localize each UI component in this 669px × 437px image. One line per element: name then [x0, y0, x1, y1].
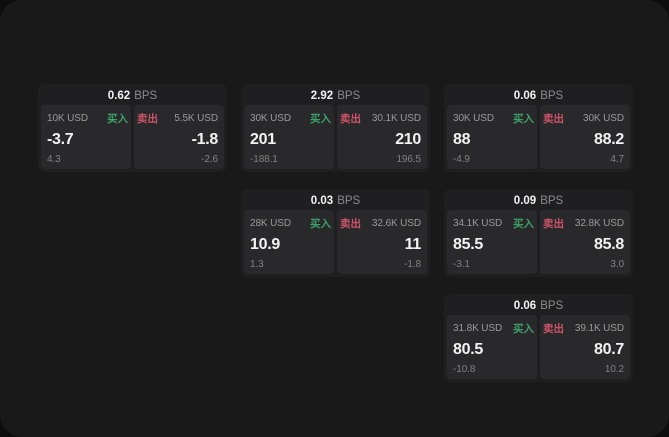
sell-price: 88.2 — [594, 131, 624, 148]
card-header: 0.09 BPS — [447, 192, 630, 210]
card-header: 2.92 BPS — [244, 87, 427, 105]
buy-label: 买入 — [513, 218, 534, 230]
quote-card: 0.06 BPS 30K USD 买入 88 -4.9 卖出 30K USD 8… — [444, 84, 633, 172]
buy-price: -3.7 — [47, 131, 74, 148]
sell-label: 卖出 — [543, 323, 564, 335]
sell-label: 卖出 — [340, 113, 361, 125]
bps-value: 0.06 — [513, 90, 537, 102]
sell-size: 32.6K USD — [371, 218, 421, 229]
quote-panels: 34.1K USD 买入 85.5 -3.1 卖出 32.8K USD 85.8… — [447, 210, 630, 274]
buy-size: 28K USD — [250, 218, 291, 229]
buy-panel[interactable]: 34.1K USD 买入 85.5 -3.1 — [447, 210, 537, 274]
sell-price: 11 — [404, 236, 422, 253]
bps-unit: BPS — [337, 195, 361, 207]
sell-panel[interactable]: 卖出 5.5K USD -1.8 -2.6 — [134, 105, 224, 169]
sell-label: 卖出 — [340, 218, 361, 230]
buy-label: 买入 — [310, 218, 331, 230]
sell-delta: -1.8 — [404, 259, 421, 270]
quote-card: 2.92 BPS 30K USD 买入 201 -188.1 卖出 30.1K … — [241, 84, 430, 172]
buy-label: 买入 — [107, 113, 128, 125]
buy-label: 买入 — [310, 113, 331, 125]
bps-value: 0.06 — [513, 300, 537, 312]
buy-delta: 4.3 — [47, 154, 61, 165]
sell-price: 85.8 — [594, 236, 624, 253]
buy-size: 30K USD — [250, 113, 291, 124]
card-header: 0.03 BPS — [244, 192, 427, 210]
buy-price: 80.5 — [453, 341, 483, 358]
buy-panel[interactable]: 28K USD 买入 10.9 1.3 — [244, 210, 334, 274]
quote-panels: 28K USD 买入 10.9 1.3 卖出 32.6K USD 11 -1.8 — [244, 210, 427, 274]
buy-size: 34.1K USD — [453, 218, 503, 229]
buy-panel[interactable]: 30K USD 买入 88 -4.9 — [447, 105, 537, 169]
buy-size: 31.8K USD — [453, 323, 503, 334]
quote-card: 0.06 BPS 31.8K USD 买入 80.5 -10.8 卖出 39.1… — [444, 294, 633, 382]
buy-label: 买入 — [513, 323, 534, 335]
bps-value: 0.62 — [107, 90, 131, 102]
sell-panel[interactable]: 卖出 32.6K USD 11 -1.8 — [337, 210, 427, 274]
buy-price: 88 — [453, 131, 471, 148]
buy-panel[interactable]: 30K USD 买入 201 -188.1 — [244, 105, 334, 169]
sell-size: 5.5K USD — [174, 113, 218, 124]
bps-unit: BPS — [337, 90, 361, 102]
buy-delta: -10.8 — [453, 364, 476, 375]
sell-size: 30.1K USD — [371, 113, 421, 124]
sell-panel[interactable]: 卖出 30K USD 88.2 4.7 — [540, 105, 630, 169]
quote-panels: 10K USD 买入 -3.7 4.3 卖出 5.5K USD -1.8 -2.… — [41, 105, 224, 169]
sell-size: 30K USD — [583, 113, 624, 124]
sell-delta: 10.2 — [604, 364, 624, 375]
buy-delta: -3.1 — [453, 259, 470, 270]
sell-price: 80.7 — [594, 341, 624, 358]
sell-delta: 3.0 — [610, 259, 624, 270]
sell-price: -1.8 — [191, 131, 219, 148]
quote-card: 0.62 BPS 10K USD 买入 -3.7 4.3 卖出 5.5K USD… — [38, 84, 227, 172]
quote-card: 0.09 BPS 34.1K USD 买入 85.5 -3.1 卖出 32.8K… — [444, 189, 633, 277]
quote-grid: 0.62 BPS 10K USD 买入 -3.7 4.3 卖出 5.5K USD… — [38, 84, 633, 382]
card-header: 0.06 BPS — [447, 87, 630, 105]
bps-value: 2.92 — [310, 90, 334, 102]
quote-card: 0.03 BPS 28K USD 买入 10.9 1.3 卖出 32.6K US… — [241, 189, 430, 277]
sell-price: 210 — [395, 131, 421, 148]
sell-delta: -2.6 — [201, 154, 218, 165]
buy-size: 30K USD — [453, 113, 494, 124]
sell-delta: 196.5 — [396, 154, 421, 165]
card-header: 0.06 BPS — [447, 297, 630, 315]
buy-delta: 1.3 — [250, 259, 264, 270]
sell-label: 卖出 — [543, 113, 564, 125]
bps-value: 0.03 — [310, 195, 334, 207]
bps-unit: BPS — [540, 90, 564, 102]
buy-panel[interactable]: 10K USD 买入 -3.7 4.3 — [41, 105, 131, 169]
buy-delta: -188.1 — [250, 154, 278, 165]
sell-size: 39.1K USD — [574, 323, 624, 334]
sell-panel[interactable]: 卖出 30.1K USD 210 196.5 — [337, 105, 427, 169]
bps-unit: BPS — [134, 90, 158, 102]
sell-size: 32.8K USD — [574, 218, 624, 229]
buy-size: 10K USD — [47, 113, 88, 124]
sell-panel[interactable]: 卖出 32.8K USD 85.8 3.0 — [540, 210, 630, 274]
sell-label: 卖出 — [137, 113, 158, 125]
buy-price: 85.5 — [453, 236, 483, 253]
buy-delta: -4.9 — [453, 154, 470, 165]
quote-panels: 30K USD 买入 201 -188.1 卖出 30.1K USD 210 1… — [244, 105, 427, 169]
bps-value: 0.09 — [513, 195, 537, 207]
sell-panel[interactable]: 卖出 39.1K USD 80.7 10.2 — [540, 315, 630, 379]
bps-unit: BPS — [540, 300, 564, 312]
bps-unit: BPS — [540, 195, 564, 207]
card-header: 0.62 BPS — [41, 87, 224, 105]
quote-panels: 30K USD 买入 88 -4.9 卖出 30K USD 88.2 4.7 — [447, 105, 630, 169]
buy-panel[interactable]: 31.8K USD 买入 80.5 -10.8 — [447, 315, 537, 379]
quote-panels: 31.8K USD 买入 80.5 -10.8 卖出 39.1K USD 80.… — [447, 315, 630, 379]
buy-price: 10.9 — [250, 236, 280, 253]
sell-delta: 4.7 — [610, 154, 624, 165]
sell-label: 卖出 — [543, 218, 564, 230]
buy-label: 买入 — [513, 113, 534, 125]
buy-price: 201 — [250, 131, 276, 148]
